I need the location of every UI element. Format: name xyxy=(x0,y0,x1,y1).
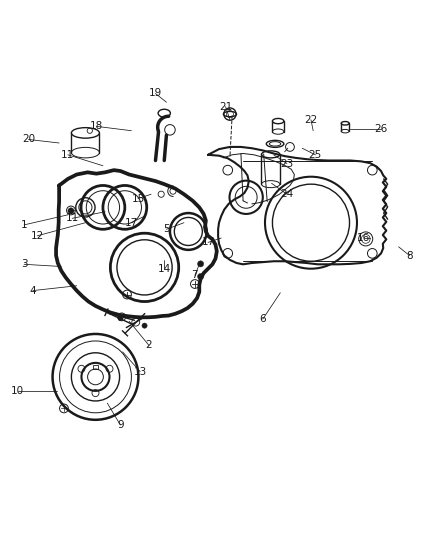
Text: 17: 17 xyxy=(201,237,215,247)
Text: 26: 26 xyxy=(374,124,388,134)
Circle shape xyxy=(198,261,204,267)
Text: 1: 1 xyxy=(21,220,28,230)
Text: 24: 24 xyxy=(280,189,293,199)
Text: 17: 17 xyxy=(125,217,138,228)
Text: 8: 8 xyxy=(406,251,413,261)
Text: 11: 11 xyxy=(61,150,74,160)
Text: 25: 25 xyxy=(309,150,322,160)
Text: 23: 23 xyxy=(280,159,293,168)
Circle shape xyxy=(68,208,74,214)
Text: 4: 4 xyxy=(29,286,36,296)
Text: 6: 6 xyxy=(259,314,266,324)
Circle shape xyxy=(118,316,123,321)
Text: 12: 12 xyxy=(31,231,44,241)
Circle shape xyxy=(142,323,147,328)
Text: 7: 7 xyxy=(191,270,198,280)
Text: 18: 18 xyxy=(90,122,103,131)
Text: 3: 3 xyxy=(21,260,28,269)
Circle shape xyxy=(198,273,204,280)
Text: 13: 13 xyxy=(134,367,147,377)
Text: 22: 22 xyxy=(304,115,318,125)
Text: 11: 11 xyxy=(66,213,79,223)
Text: 19: 19 xyxy=(149,88,162,99)
Text: 15: 15 xyxy=(131,193,145,204)
Text: 16: 16 xyxy=(357,233,370,243)
Text: 2: 2 xyxy=(145,341,152,350)
Bar xyxy=(93,365,98,369)
Text: 20: 20 xyxy=(22,134,35,144)
Text: 14: 14 xyxy=(158,264,171,273)
Text: 5: 5 xyxy=(163,224,170,235)
Text: 9: 9 xyxy=(117,420,124,430)
Text: 21: 21 xyxy=(219,102,232,111)
Text: 10: 10 xyxy=(11,386,24,397)
